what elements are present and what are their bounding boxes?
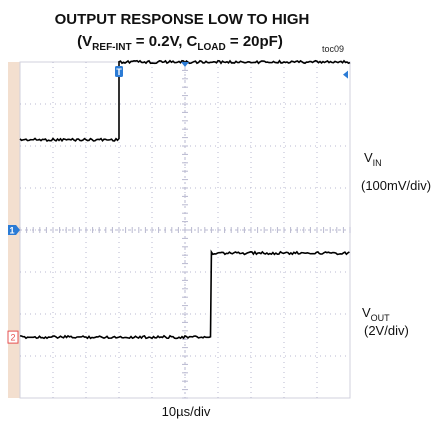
chart-title-line1: OUTPUT RESPONSE LOW TO HIGH: [55, 11, 310, 28]
series-labels: VIN (100mV/div) VOUT (2V/div): [361, 150, 431, 338]
series-label-vin: VIN: [364, 150, 382, 168]
x-axis-label: 10µs/div: [162, 404, 211, 419]
plot-area: T 1 2: [8, 61, 350, 398]
figure-code: toc09: [322, 44, 344, 54]
chart-title: OUTPUT RESPONSE LOW TO HIGH (VREF-INT = …: [55, 11, 344, 54]
trigger-marker-label: T: [116, 67, 122, 77]
channel-2-marker-label: 2: [10, 333, 15, 343]
series-label-vout: VOUT: [362, 305, 390, 323]
series-scale-vin: (100mV/div): [361, 178, 431, 193]
channel-1-marker-label: 1: [9, 226, 14, 236]
series-scale-vout: (2V/div): [364, 323, 409, 338]
chart-title-line2: (VREF-INT = 0.2V, CLOAD = 20pF): [77, 33, 283, 53]
